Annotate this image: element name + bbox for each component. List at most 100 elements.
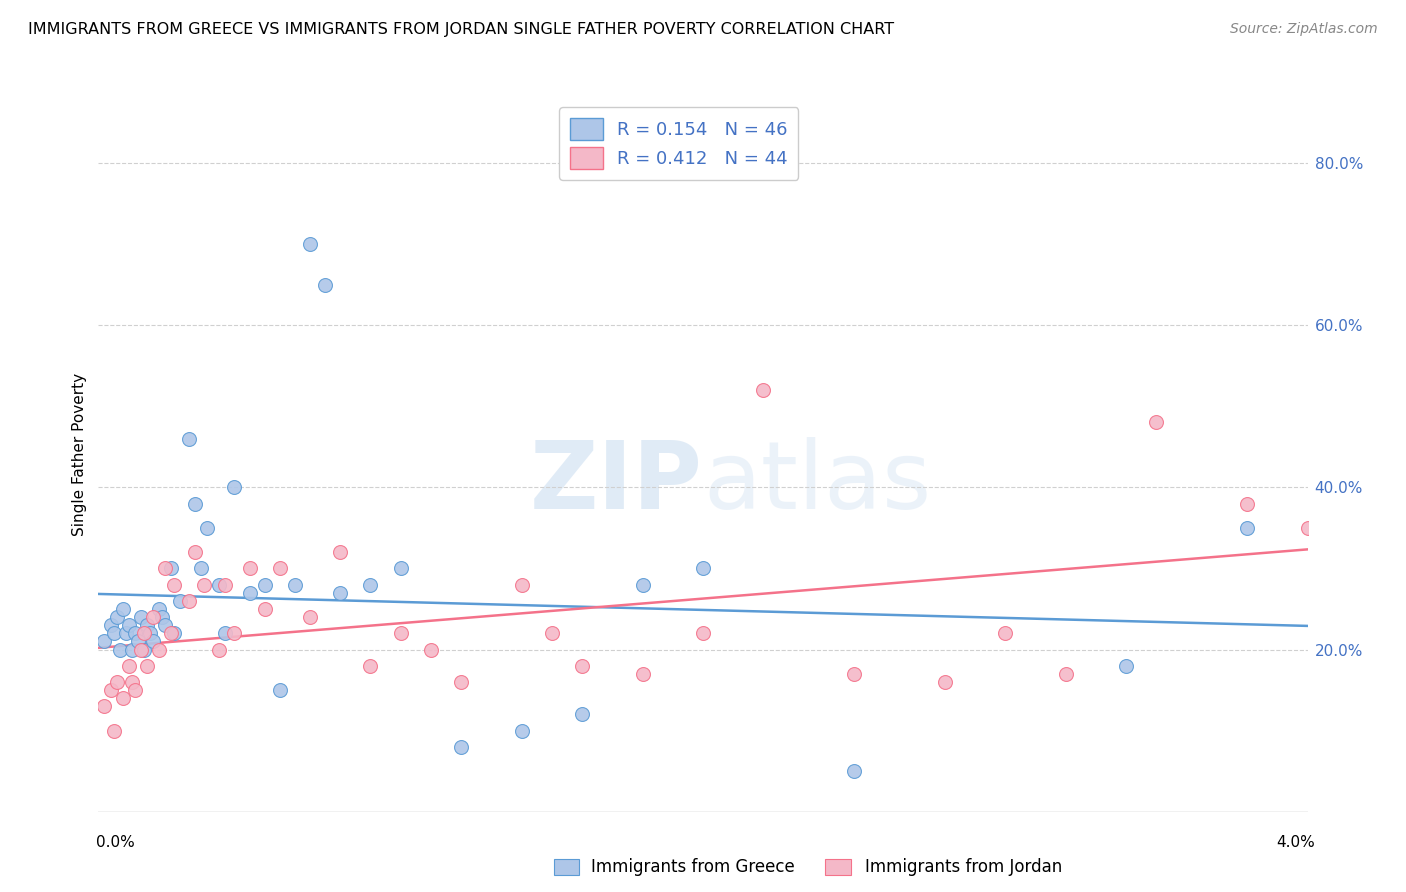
Point xyxy=(329,586,352,600)
Text: 0.0%: 0.0% xyxy=(96,836,135,850)
Point xyxy=(389,561,412,575)
Point xyxy=(179,594,201,608)
Point xyxy=(239,586,262,600)
Point xyxy=(239,561,262,575)
Point xyxy=(269,683,291,698)
Point xyxy=(1115,658,1137,673)
Point xyxy=(105,610,128,624)
Text: IMMIGRANTS FROM GREECE VS IMMIGRANTS FROM JORDAN SINGLE FATHER POVERTY CORRELATI: IMMIGRANTS FROM GREECE VS IMMIGRANTS FRO… xyxy=(28,22,894,37)
Point xyxy=(135,658,157,673)
Point xyxy=(360,577,382,591)
Point xyxy=(169,594,191,608)
Point xyxy=(214,626,236,640)
Point xyxy=(420,642,443,657)
Point xyxy=(844,764,866,779)
Point xyxy=(269,561,291,575)
Point xyxy=(93,634,115,648)
Point xyxy=(148,602,170,616)
Y-axis label: Single Father Poverty: Single Father Poverty xyxy=(72,374,87,536)
Point xyxy=(142,610,165,624)
Point xyxy=(571,707,593,722)
Point xyxy=(844,666,866,681)
Point xyxy=(124,626,146,640)
Point xyxy=(100,683,122,698)
Point xyxy=(150,610,173,624)
Point xyxy=(153,618,176,632)
Point xyxy=(163,577,186,591)
Point xyxy=(389,626,412,640)
Point xyxy=(127,634,149,648)
Point xyxy=(541,626,564,640)
Text: Immigrants from Jordan: Immigrants from Jordan xyxy=(865,858,1062,876)
Point xyxy=(108,642,131,657)
Point xyxy=(631,577,654,591)
Point xyxy=(193,577,215,591)
Point xyxy=(121,675,143,690)
Point xyxy=(510,723,533,738)
Point xyxy=(224,480,246,494)
Point xyxy=(190,561,212,575)
Point xyxy=(93,699,115,714)
Text: Immigrants from Greece: Immigrants from Greece xyxy=(591,858,794,876)
Point xyxy=(314,277,336,292)
Point xyxy=(752,383,775,397)
Point xyxy=(571,658,593,673)
Point xyxy=(163,626,186,640)
Point xyxy=(142,634,165,648)
Point xyxy=(208,577,231,591)
Point xyxy=(224,626,246,640)
Point xyxy=(934,675,956,690)
Point xyxy=(132,626,155,640)
Text: 4.0%: 4.0% xyxy=(1275,836,1315,850)
Point xyxy=(111,691,134,706)
Point xyxy=(160,561,183,575)
Point xyxy=(299,610,322,624)
Point xyxy=(208,642,231,657)
Point xyxy=(105,675,128,690)
Text: atlas: atlas xyxy=(703,437,931,530)
Bar xyxy=(825,859,851,875)
Point xyxy=(148,642,170,657)
Text: ZIP: ZIP xyxy=(530,437,703,530)
Bar xyxy=(554,859,579,875)
Point xyxy=(510,577,533,591)
Point xyxy=(450,675,472,690)
Point xyxy=(129,642,152,657)
Point xyxy=(195,521,218,535)
Point xyxy=(184,497,207,511)
Point xyxy=(118,658,141,673)
Point xyxy=(329,545,352,559)
Point xyxy=(129,610,152,624)
Point xyxy=(994,626,1017,640)
Point xyxy=(153,561,176,575)
Point xyxy=(450,739,472,754)
Point xyxy=(1236,497,1258,511)
Point xyxy=(1054,666,1077,681)
Point xyxy=(179,432,201,446)
Point xyxy=(111,602,134,616)
Point xyxy=(103,723,125,738)
Point xyxy=(631,666,654,681)
Point xyxy=(1296,521,1319,535)
Point xyxy=(139,626,162,640)
Point xyxy=(118,618,141,632)
Point xyxy=(284,577,307,591)
Point xyxy=(360,658,382,673)
Point xyxy=(253,577,276,591)
Point xyxy=(135,618,157,632)
Point xyxy=(253,602,276,616)
Point xyxy=(132,642,155,657)
Point xyxy=(100,618,122,632)
Point xyxy=(1236,521,1258,535)
Text: Source: ZipAtlas.com: Source: ZipAtlas.com xyxy=(1230,22,1378,37)
Point xyxy=(124,683,146,698)
Point xyxy=(299,237,322,252)
Point xyxy=(214,577,236,591)
Point xyxy=(160,626,183,640)
Legend: R = 0.154   N = 46, R = 0.412   N = 44: R = 0.154 N = 46, R = 0.412 N = 44 xyxy=(560,107,799,180)
Point xyxy=(103,626,125,640)
Point xyxy=(121,642,143,657)
Point xyxy=(692,626,714,640)
Point xyxy=(184,545,207,559)
Point xyxy=(1146,416,1168,430)
